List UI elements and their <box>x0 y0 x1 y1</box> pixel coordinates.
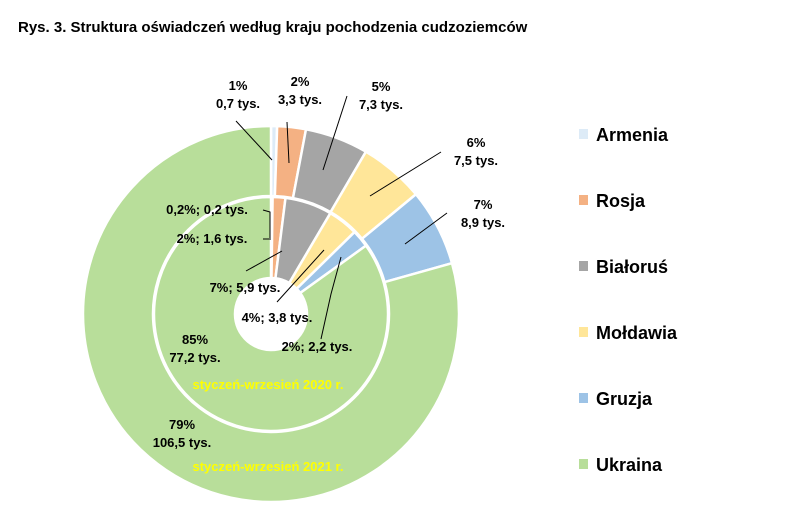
leader-line <box>369 151 442 197</box>
leader-line <box>404 212 448 245</box>
leader-line <box>276 249 325 303</box>
series-name-2020: styczeń-wrzesień 2020 r. <box>192 377 343 392</box>
legend-label-ukraina: Ukraina <box>596 455 663 475</box>
legend-swatch-armenia <box>579 129 588 139</box>
outer-label-gruzja: 7% 8,9 tys. <box>461 197 505 230</box>
outer-label-białoruś: 5% 7,3 tys. <box>359 79 403 112</box>
chart-title: Rys. 3. Struktura oświadczeń według kraj… <box>18 19 528 36</box>
legend-swatch-rosja <box>579 195 588 205</box>
data-labels: 1% 0,7 tys. 2% 3,3 tys. 5% 7,3 tys. 6% 7,5 tys.… <box>153 74 505 450</box>
legend-swatch-gruzja <box>579 393 588 403</box>
inner-label-ukraina: 85% 77,2 tys. <box>169 332 220 365</box>
outer-label-rosja: 2% 3,3 tys. <box>278 74 322 107</box>
legend-label-mołdawia: Mołdawia <box>596 323 678 343</box>
inner-slice-ukraina <box>152 195 390 433</box>
inner-label-białoruś: 7%; 5,9 tys. <box>210 280 281 295</box>
inner-label-gruzja: 2%; 2,2 tys. <box>282 339 353 354</box>
outer-label-mołdawia: 6% 7,5 tys. <box>454 135 498 168</box>
series-name-2021: styczeń-wrzesień 2021 r. <box>192 459 343 474</box>
legend-label-białoruś: Białoruś <box>596 257 668 277</box>
leader-line <box>245 250 283 272</box>
legend-label-rosja: Rosja <box>596 191 646 211</box>
outer-label-ukraina: 79% 106,5 tys. <box>153 417 212 450</box>
inner-label-rosja: 2%; 1,6 tys. <box>177 231 248 246</box>
legend: Armenia Rosja Białoruś Mołdawia Gruzja Ukrain… <box>579 125 678 475</box>
inner-label-armenia: 0,2%; 0,2 tys. <box>166 202 248 217</box>
leader-line <box>235 120 273 161</box>
legend-swatch-mołdawia <box>579 327 588 337</box>
leader-lines <box>235 95 448 340</box>
inner-label-mołdawia: 4%; 3,8 tys. <box>242 310 313 325</box>
legend-swatch-białoruś <box>579 261 588 271</box>
leader-line <box>286 121 290 164</box>
legend-swatch-ukraina <box>579 459 588 469</box>
leader-line <box>322 95 348 171</box>
leader-line <box>262 209 271 238</box>
leader-line <box>320 256 342 340</box>
outer-label-armenia: 1% 0,7 tys. <box>216 78 260 111</box>
legend-label-gruzja: Gruzja <box>596 389 653 409</box>
legend-label-armenia: Armenia <box>596 125 669 145</box>
